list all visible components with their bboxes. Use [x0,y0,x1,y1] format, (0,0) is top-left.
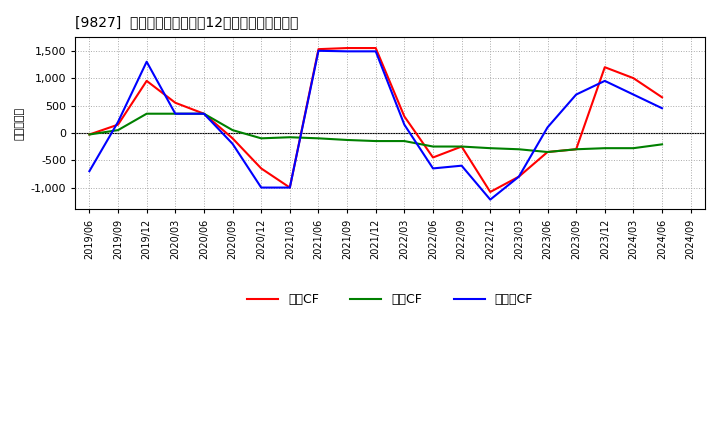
投資CF [515,147,523,152]
投資CF [343,137,351,143]
フリーCF [343,49,351,54]
営業CF [428,155,437,160]
営業CF [114,122,122,127]
フリーCF [658,106,667,111]
営業CF [171,100,179,106]
フリーCF [85,169,94,174]
営業CF [572,147,580,152]
フリーCF [457,163,466,169]
フリーCF [486,197,495,202]
営業CF [658,95,667,100]
フリーCF [314,48,323,53]
フリーCF [629,92,638,97]
投資CF [543,149,552,154]
投資CF [629,146,638,151]
営業CF [343,45,351,51]
投資CF [85,132,94,137]
営業CF [257,166,266,171]
営業CF [486,189,495,194]
フリーCF [143,59,151,64]
投資CF [372,139,380,144]
営業CF [515,174,523,179]
投資CF [600,146,609,151]
営業CF [85,132,94,137]
営業CF [143,78,151,84]
Line: 営業CF: 営業CF [89,48,662,192]
営業CF [600,65,609,70]
フリーCF [171,111,179,116]
Y-axis label: （百万円）: （百万円） [15,107,25,140]
フリーCF [286,185,294,190]
Text: [9827]  キャッシュフローの12か月移動合計の推移: [9827] キャッシュフローの12か月移動合計の推移 [75,15,299,29]
投資CF [457,144,466,149]
投資CF [572,147,580,152]
投資CF [199,111,208,116]
営業CF [543,149,552,154]
フリーCF [257,185,266,190]
投資CF [314,136,323,141]
投資CF [658,142,667,147]
Legend: 営業CF, 投資CF, フリーCF: 営業CF, 投資CF, フリーCF [242,288,539,311]
営業CF [286,185,294,190]
営業CF [199,111,208,116]
フリーCF [114,119,122,125]
Line: フリーCF: フリーCF [89,51,662,200]
投資CF [228,128,237,133]
投資CF [486,146,495,151]
フリーCF [400,122,409,127]
フリーCF [543,125,552,130]
投資CF [143,111,151,116]
営業CF [629,76,638,81]
フリーCF [600,78,609,84]
Line: 投資CF: 投資CF [89,114,662,152]
フリーCF [428,166,437,171]
投資CF [400,139,409,144]
営業CF [400,114,409,119]
投資CF [114,128,122,133]
営業CF [372,45,380,51]
投資CF [286,135,294,140]
営業CF [314,47,323,52]
投資CF [257,136,266,141]
フリーCF [572,92,580,97]
フリーCF [199,111,208,116]
フリーCF [515,174,523,179]
営業CF [457,144,466,149]
フリーCF [372,49,380,54]
投資CF [428,144,437,149]
投資CF [171,111,179,116]
営業CF [228,136,237,141]
フリーCF [228,141,237,147]
